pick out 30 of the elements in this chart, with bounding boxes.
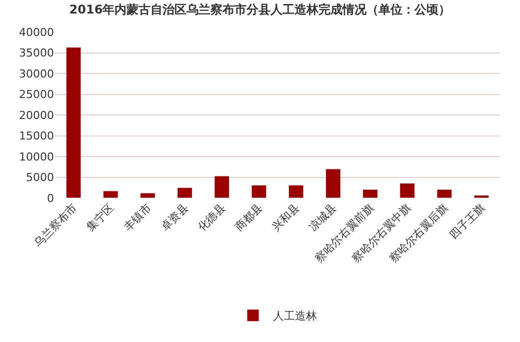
bar <box>66 47 82 198</box>
legend-label: 人工造林 <box>273 310 317 323</box>
bar <box>214 176 230 198</box>
x-tick-label: 四子王旗 <box>447 201 488 242</box>
bar <box>102 190 118 198</box>
bar <box>177 187 192 198</box>
y-tick-label: 5000 <box>26 171 54 184</box>
y-tick-label: 15000 <box>19 130 54 143</box>
y-tick-label: 25000 <box>19 88 54 102</box>
bar <box>140 192 156 198</box>
bar <box>325 168 341 198</box>
bar <box>288 184 304 198</box>
y-tick-label: 40000 <box>19 26 54 39</box>
bar <box>362 189 378 198</box>
x-tick-label: 卓资县 <box>158 201 191 234</box>
bar <box>251 184 267 198</box>
bar <box>436 189 452 198</box>
y-tick-label: 10000 <box>19 150 54 164</box>
bar <box>474 195 490 198</box>
chart-title: 2016年内蒙古自治区乌兰察布市分县人工造林完成情况（单位：公顷） <box>69 2 451 17</box>
x-tick-label: 化德县 <box>195 201 228 234</box>
x-tick-label: 凉城县 <box>306 201 340 234</box>
y-tick-label: 20000 <box>19 108 54 122</box>
x-tick-label: 商都县 <box>232 201 265 234</box>
x-tick-label: 兴和县 <box>270 201 302 234</box>
bar <box>400 183 415 198</box>
y-tick-label: 35000 <box>19 46 54 60</box>
y-tick-label: 30000 <box>19 67 54 80</box>
x-tick-label: 丰镇市 <box>121 201 154 234</box>
x-tick-label: 集宁区 <box>84 201 117 234</box>
